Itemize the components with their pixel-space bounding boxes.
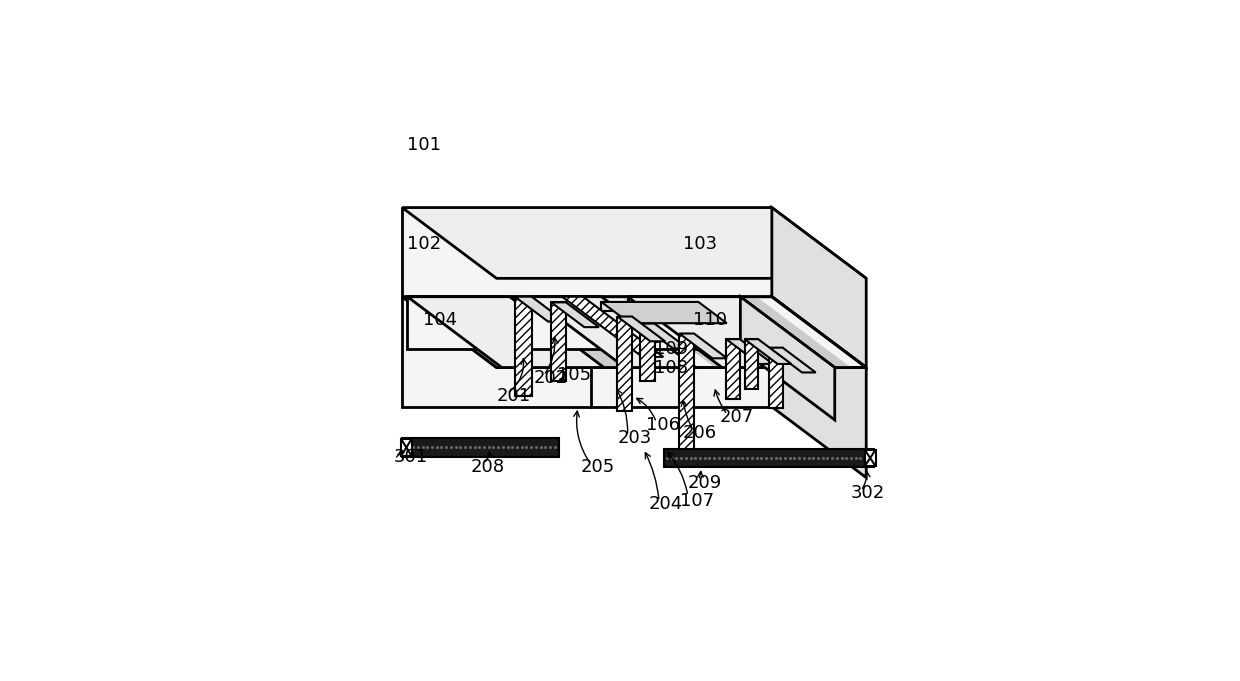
Polygon shape (552, 302, 599, 327)
Polygon shape (771, 297, 867, 477)
Polygon shape (740, 297, 835, 420)
Polygon shape (562, 297, 663, 357)
Polygon shape (456, 297, 578, 368)
Polygon shape (769, 348, 782, 408)
Text: 109: 109 (653, 340, 688, 358)
Polygon shape (771, 208, 867, 368)
Polygon shape (680, 334, 727, 358)
Text: 203: 203 (618, 429, 651, 447)
Polygon shape (627, 297, 740, 349)
Text: 208: 208 (470, 458, 505, 476)
Polygon shape (515, 297, 564, 321)
Polygon shape (864, 450, 875, 466)
Polygon shape (727, 339, 740, 400)
Polygon shape (618, 317, 632, 411)
Text: 302: 302 (851, 484, 885, 503)
Polygon shape (511, 297, 632, 368)
Text: 105: 105 (557, 366, 591, 384)
Polygon shape (531, 297, 696, 368)
Text: 110: 110 (693, 311, 727, 330)
Polygon shape (729, 297, 851, 368)
Polygon shape (680, 334, 694, 464)
Polygon shape (675, 297, 796, 368)
Polygon shape (618, 317, 665, 341)
Text: 102: 102 (408, 235, 441, 253)
Text: 202: 202 (533, 369, 568, 387)
Polygon shape (640, 323, 688, 349)
Text: 207: 207 (719, 409, 754, 426)
Polygon shape (552, 302, 565, 381)
Polygon shape (601, 302, 727, 323)
Text: 205: 205 (580, 458, 615, 476)
Text: 204: 204 (649, 495, 683, 513)
Polygon shape (515, 297, 532, 396)
Polygon shape (402, 208, 867, 279)
Text: 201: 201 (496, 387, 531, 405)
Polygon shape (627, 297, 835, 368)
Polygon shape (665, 449, 874, 467)
Polygon shape (601, 302, 698, 311)
Polygon shape (408, 297, 510, 349)
Polygon shape (402, 439, 559, 457)
Polygon shape (402, 297, 867, 368)
Polygon shape (744, 339, 791, 364)
Text: 209: 209 (688, 474, 722, 492)
Polygon shape (565, 297, 687, 368)
Polygon shape (744, 339, 758, 389)
Polygon shape (769, 348, 816, 373)
Polygon shape (402, 208, 771, 297)
Text: 108: 108 (653, 358, 688, 377)
Polygon shape (531, 297, 601, 349)
Text: 103: 103 (683, 235, 717, 253)
Text: 107: 107 (680, 492, 714, 510)
Polygon shape (401, 439, 412, 456)
Polygon shape (402, 297, 523, 368)
Text: 104: 104 (423, 311, 458, 330)
Polygon shape (408, 297, 604, 368)
Text: 206: 206 (683, 424, 717, 442)
Text: 301: 301 (393, 447, 428, 466)
Polygon shape (727, 339, 773, 364)
Polygon shape (402, 297, 771, 407)
Polygon shape (640, 323, 655, 381)
Text: 106: 106 (646, 416, 680, 434)
Polygon shape (620, 297, 742, 368)
Text: 101: 101 (408, 136, 441, 154)
